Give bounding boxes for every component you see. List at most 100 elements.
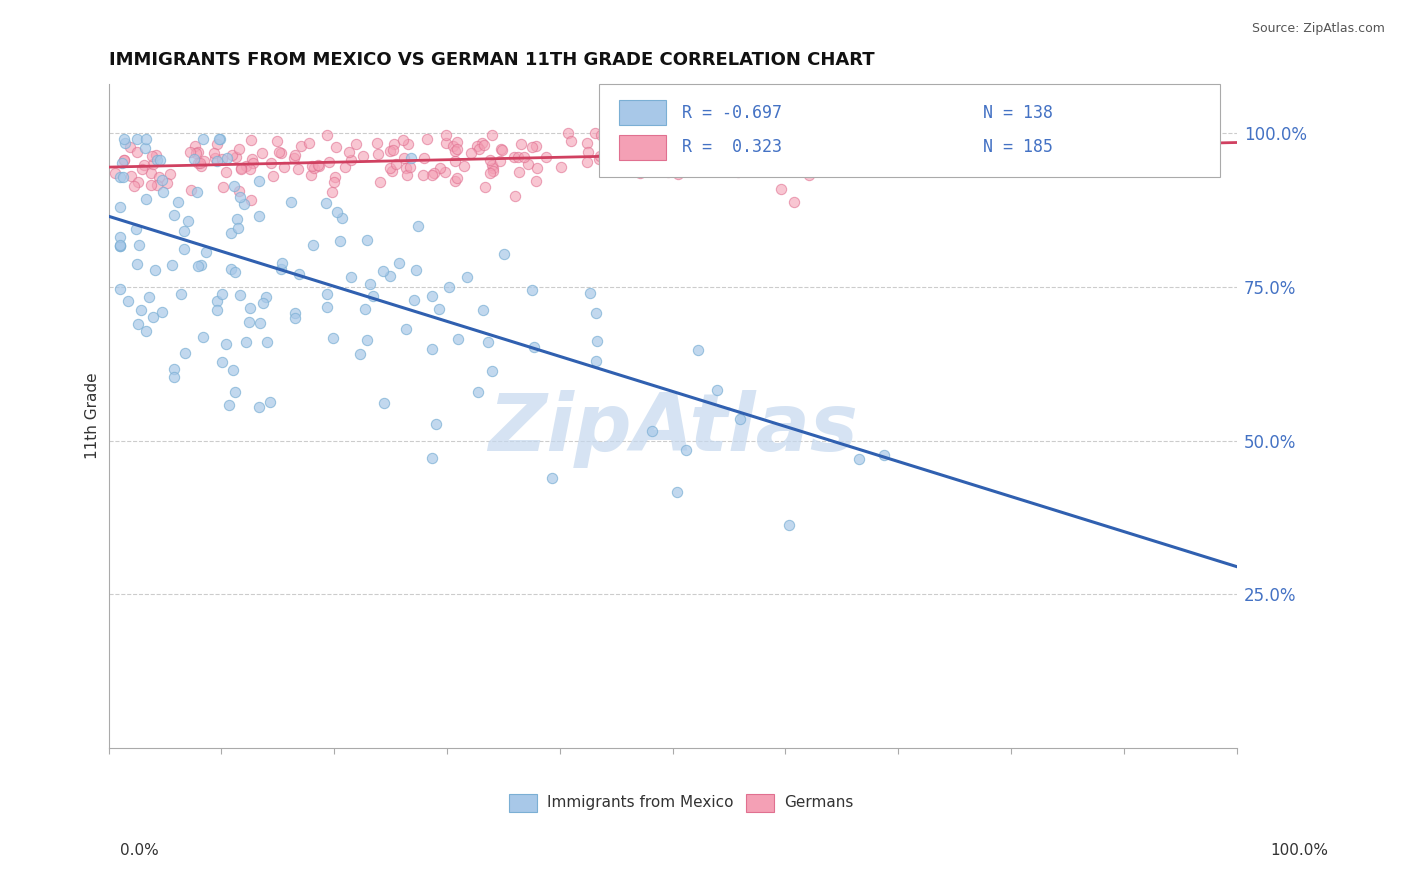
Point	[127, 256, 149, 270]
Point	[354, 301, 377, 316]
Point	[142, 310, 165, 324]
Point	[585, 306, 607, 320]
Point	[215, 151, 238, 165]
Point	[215, 336, 238, 351]
Point	[793, 126, 815, 140]
Point	[787, 151, 810, 165]
Point	[406, 219, 429, 233]
Point	[117, 294, 139, 309]
Point	[249, 317, 271, 331]
Point	[413, 151, 436, 165]
Y-axis label: 11th Grade: 11th Grade	[86, 373, 100, 459]
Point	[193, 330, 215, 344]
Point	[308, 159, 330, 173]
Point	[513, 150, 536, 164]
Point	[686, 343, 709, 358]
Point	[349, 347, 371, 361]
Point	[591, 128, 613, 143]
Point	[224, 265, 246, 279]
Point	[225, 212, 247, 227]
Point	[195, 245, 218, 260]
Point	[730, 412, 752, 426]
Point	[335, 160, 357, 174]
Point	[997, 142, 1019, 156]
Point	[187, 259, 209, 273]
Point	[149, 153, 172, 168]
Point	[209, 132, 232, 146]
Point	[394, 161, 416, 175]
Point	[423, 166, 446, 180]
Point	[578, 286, 600, 301]
Point	[524, 173, 547, 187]
Point	[368, 175, 391, 189]
Point	[589, 149, 612, 163]
Point	[127, 132, 149, 146]
Point	[254, 290, 277, 304]
Point	[177, 214, 200, 228]
Point	[298, 136, 321, 150]
FancyBboxPatch shape	[509, 794, 537, 813]
Point	[420, 343, 443, 357]
Point	[247, 400, 270, 414]
Point	[853, 132, 876, 146]
Point	[427, 302, 450, 317]
Point	[134, 141, 156, 155]
Point	[235, 334, 257, 349]
Point	[481, 158, 503, 172]
Point	[259, 394, 281, 409]
Point	[560, 134, 582, 148]
Point	[681, 154, 703, 169]
Point	[373, 395, 395, 409]
Point	[173, 224, 195, 238]
Point	[647, 126, 669, 140]
Point	[404, 293, 426, 308]
Point	[229, 288, 252, 302]
Point	[444, 174, 467, 188]
Point	[173, 242, 195, 256]
Point	[471, 136, 494, 150]
Point	[585, 354, 607, 368]
Point	[190, 156, 212, 170]
Point	[135, 192, 157, 206]
Point	[520, 283, 543, 297]
Point	[112, 153, 135, 167]
Point	[557, 126, 579, 140]
Point	[416, 131, 439, 145]
Point	[299, 168, 322, 182]
Point	[112, 153, 135, 167]
Point	[392, 133, 415, 147]
Point	[492, 247, 515, 261]
Point	[460, 145, 482, 160]
Point	[225, 150, 247, 164]
Point	[508, 165, 530, 179]
Point	[467, 384, 489, 399]
Point	[270, 261, 292, 276]
Point	[425, 417, 447, 432]
Text: N = 185: N = 185	[983, 138, 1053, 156]
Point	[122, 178, 145, 193]
Point	[405, 263, 427, 277]
Point	[943, 135, 966, 149]
Point	[465, 138, 488, 153]
Point	[138, 290, 160, 304]
Point	[1036, 164, 1059, 178]
Point	[159, 168, 181, 182]
Text: ZipAtlas: ZipAtlas	[488, 391, 858, 468]
Point	[361, 288, 384, 302]
Point	[135, 324, 157, 338]
Point	[848, 452, 870, 467]
Text: R = -0.697: R = -0.697	[682, 103, 782, 121]
Point	[228, 221, 250, 235]
Point	[437, 280, 460, 294]
Point	[576, 136, 599, 150]
Point	[489, 153, 512, 168]
Point	[183, 152, 205, 166]
FancyBboxPatch shape	[619, 100, 666, 125]
Point	[287, 267, 309, 281]
Point	[366, 136, 388, 151]
Point	[491, 143, 513, 157]
Point	[150, 173, 173, 187]
Point	[240, 153, 263, 167]
Point	[316, 128, 339, 142]
Point	[302, 237, 325, 252]
